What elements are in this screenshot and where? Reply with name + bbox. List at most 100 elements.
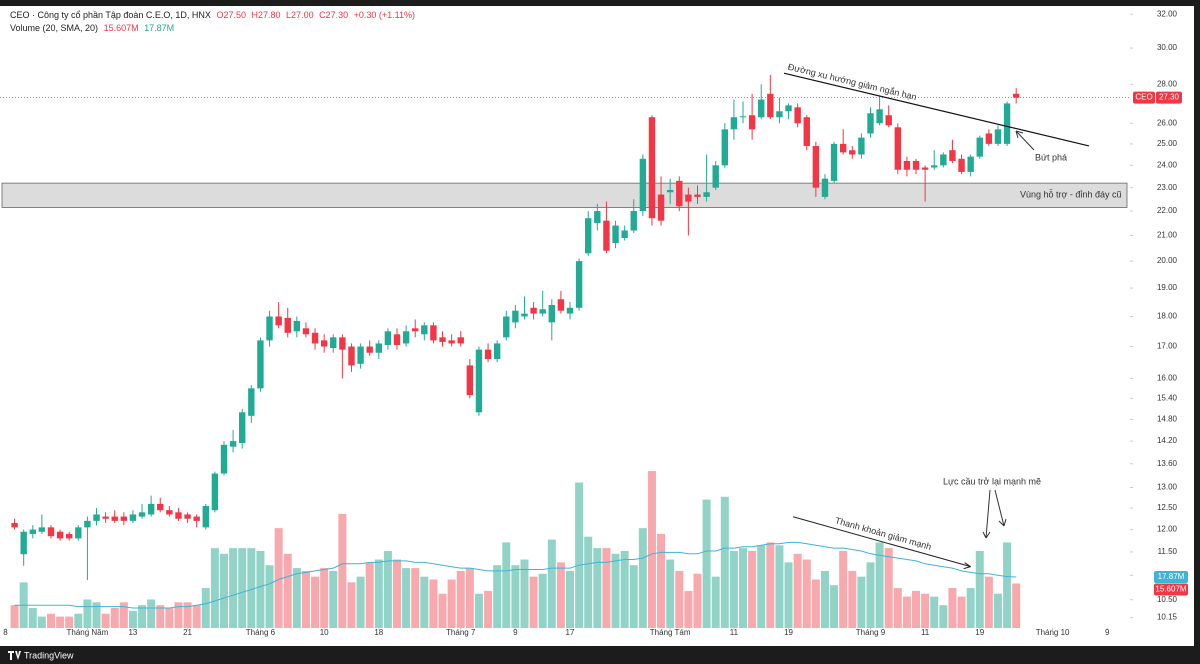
volume-bar — [456, 570, 465, 628]
volume-bar — [729, 550, 738, 628]
volume-bar — [611, 553, 620, 628]
volume-bar — [684, 590, 693, 628]
x-tick-label: 9 — [513, 628, 518, 637]
candle-body — [639, 158, 647, 212]
candle-body — [758, 99, 765, 118]
footer-text: TradingView — [24, 650, 74, 660]
volume-bar — [374, 559, 383, 628]
x-tick-label: 19 — [784, 628, 793, 637]
candle-body — [730, 117, 738, 130]
candle-body — [330, 337, 337, 349]
candle-body — [912, 160, 920, 170]
sma-tag-text: 17.87M — [1158, 572, 1185, 581]
volume-bar — [520, 559, 529, 628]
x-tick-label: Tháng Tám — [650, 628, 691, 637]
candle-body — [466, 365, 474, 396]
volume-bar — [720, 496, 729, 628]
candle-body — [885, 115, 892, 126]
candle-body — [657, 194, 665, 221]
volume-bar — [866, 562, 875, 628]
volume-tag — [1154, 583, 1188, 596]
volume-bar — [793, 553, 802, 628]
candle-body — [120, 516, 128, 521]
annotation: Bứt phá — [1035, 152, 1067, 162]
candle-body — [931, 165, 938, 168]
candle-body — [748, 115, 756, 130]
candle-body — [603, 220, 610, 251]
volume-bar — [165, 608, 174, 628]
candle-body — [138, 512, 146, 517]
candle-body — [830, 143, 838, 181]
y-tick-label: 17.00 — [1157, 342, 1178, 351]
volume-bar — [657, 533, 666, 628]
y-tick-label: 15.40 — [1157, 394, 1178, 403]
y-tick-label: 32.00 — [1157, 9, 1178, 18]
support-zone-label: Vùng hỗ trợ - đỉnh đáy cũ — [1020, 190, 1121, 200]
volume-bar — [56, 616, 65, 628]
volume-bar — [465, 568, 474, 628]
y-tick-label: 13.60 — [1157, 459, 1178, 468]
volume-trend-arrow — [792, 516, 971, 568]
candle-body — [439, 337, 446, 342]
volume-bar — [638, 528, 647, 628]
volume-bar — [647, 471, 656, 628]
volume-name: Volume (20, SMA, 20) — [10, 23, 99, 33]
candle-body — [339, 337, 346, 350]
candle-body — [785, 105, 792, 112]
volume-bar — [511, 565, 520, 628]
candle-body — [585, 218, 592, 254]
support-zone — [1, 182, 1128, 208]
volume-bar — [311, 576, 320, 628]
candle-body — [921, 167, 929, 170]
annotation: Lực cầu trở lại mạnh mẽ — [943, 476, 1041, 486]
volume-bar — [693, 573, 702, 628]
volume-bar — [83, 599, 92, 628]
volume-bar — [1012, 583, 1021, 628]
y-tick-label: 10.15 — [1157, 613, 1178, 622]
candle-body — [166, 510, 173, 515]
volume-bar — [957, 596, 966, 628]
volume-bar — [921, 593, 930, 628]
candle-body — [84, 520, 91, 528]
candle-body — [803, 117, 810, 146]
volume-bar — [884, 548, 893, 628]
arrow-head — [963, 562, 971, 570]
volume-bar — [912, 590, 921, 628]
volume-bar — [602, 548, 611, 628]
candle-body — [421, 325, 428, 335]
candle-body — [994, 129, 1002, 144]
candle-body — [666, 189, 674, 193]
candle-body — [894, 127, 902, 170]
volume-bar — [784, 562, 793, 628]
volume-bar — [147, 599, 156, 628]
volume-bar — [128, 610, 137, 628]
candle-body — [721, 129, 729, 166]
volume-bar — [584, 536, 593, 628]
volume-bar — [975, 550, 984, 628]
candle-body — [56, 531, 64, 539]
candle-body — [876, 109, 883, 124]
x-tick-label: Tháng Năm — [67, 628, 109, 637]
candle-body — [867, 113, 874, 134]
volume-bar — [219, 553, 228, 628]
candle-body — [111, 516, 118, 521]
volume-bar — [447, 579, 456, 628]
candle-body — [11, 523, 18, 528]
volume-bar — [119, 602, 128, 628]
candle-body — [175, 512, 182, 519]
change: +0.30 (+1.11%) — [353, 10, 416, 20]
volume-bar — [566, 570, 575, 628]
volume-bar — [757, 545, 766, 628]
volume-bar — [37, 616, 46, 628]
volume-sma-line — [14, 541, 1017, 609]
y-tick-label: 12.50 — [1157, 503, 1178, 512]
volume-bar — [748, 550, 757, 628]
volume-bar — [875, 542, 884, 628]
candle-body — [311, 332, 319, 344]
volume-bar — [201, 588, 210, 628]
candle-body — [93, 514, 100, 521]
volume-bar — [256, 550, 265, 628]
y-tick-label: 11.50 — [1158, 547, 1178, 556]
x-tick-label: Tháng 10 — [1036, 628, 1070, 637]
